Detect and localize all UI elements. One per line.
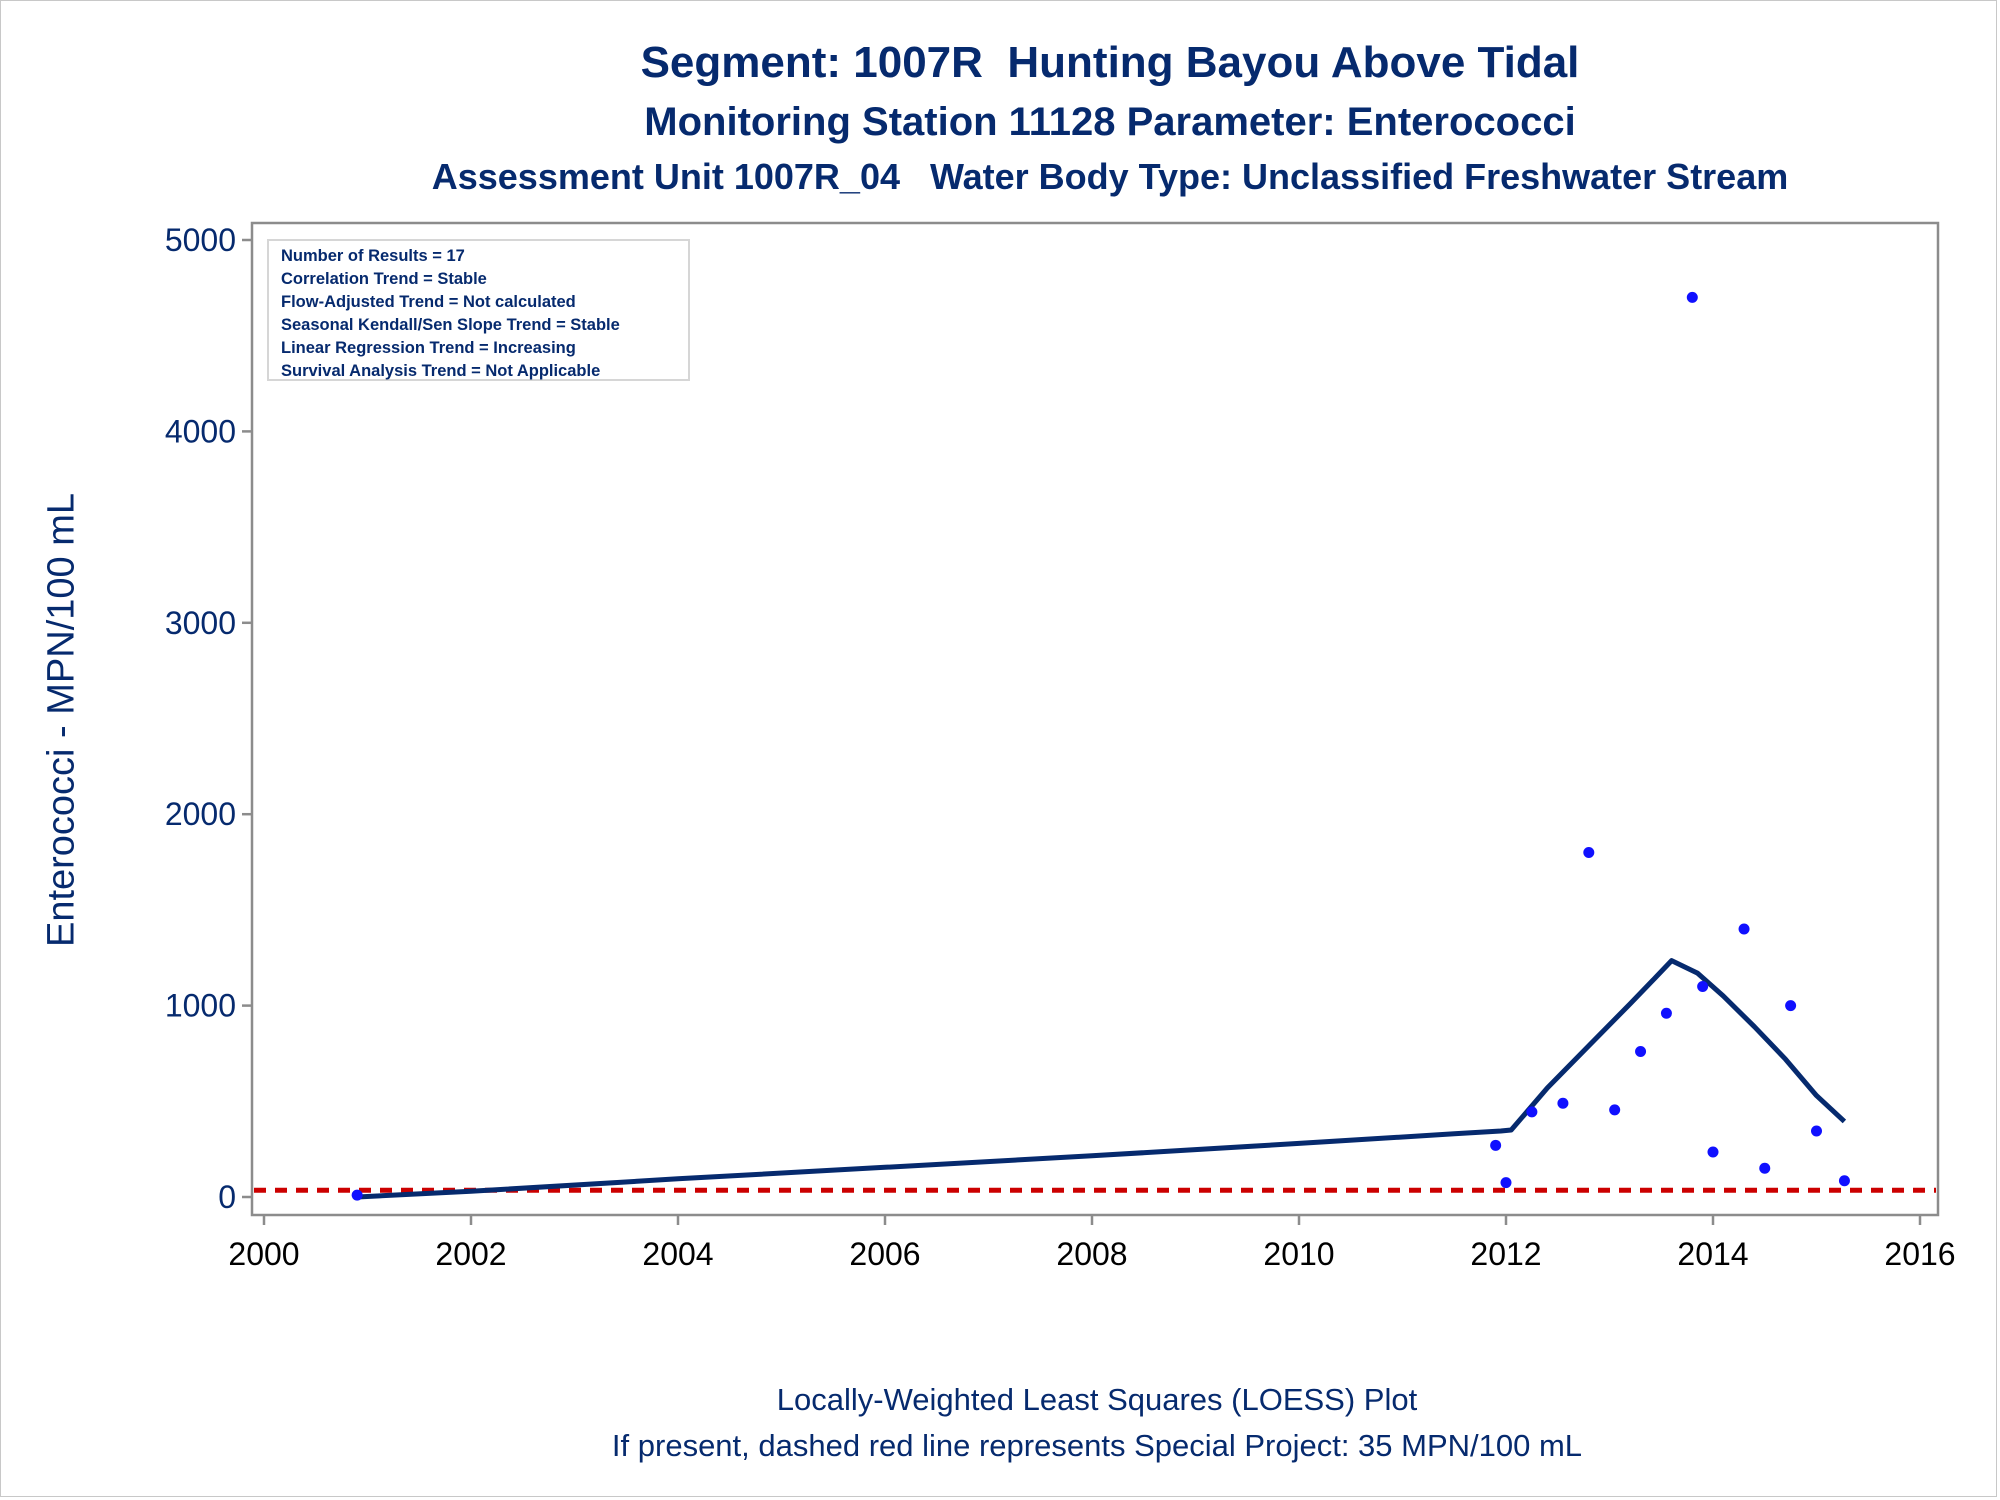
footnote-reference: If present, dashed red line represents S… (611, 1428, 1583, 1463)
y-tick-label: 4000 (165, 413, 236, 449)
x-tick-label: 2014 (1677, 1236, 1748, 1272)
loess-group (357, 958, 1847, 1200)
y-tick-label: 1000 (165, 988, 236, 1024)
stat-survival-analysis: Survival Analysis Trend = Not Applicable (281, 362, 601, 380)
data-point (1838, 1175, 1850, 1187)
chart-subtitle: Monitoring Station 11128 Parameter: Ente… (644, 100, 1576, 144)
data-point (351, 1189, 363, 1201)
y-tick-label: 3000 (165, 605, 236, 641)
trend-stats-box: Number of Results = 17 Correlation Trend… (267, 239, 690, 381)
data-point (1609, 1104, 1621, 1116)
points-group (351, 291, 1850, 1201)
stat-linear-regression: Linear Regression Trend = Increasing (281, 339, 576, 357)
x-tick-label: 2012 (1470, 1236, 1541, 1272)
chart-title: Segment: 1007R Hunting Bayou Above Tidal (640, 38, 1580, 87)
y-tick-label: 0 (218, 1179, 236, 1215)
data-point (1660, 1007, 1672, 1019)
stat-seasonal-kendall: Seasonal Kendall/Sen Slope Trend = Stabl… (281, 316, 620, 334)
chart-subtitle-2: Assessment Unit 1007R_04 Water Body Type… (431, 156, 1789, 197)
stat-correlation-trend: Correlation Trend = Stable (281, 270, 487, 288)
y-tick-label: 2000 (165, 796, 236, 832)
y-tick-label: 5000 (165, 222, 236, 258)
stat-number-of-results: Number of Results = 17 (281, 247, 465, 265)
x-tick-label: 2002 (435, 1236, 506, 1272)
x-tick-label: 2006 (849, 1236, 920, 1272)
plot-border (250, 221, 1940, 1217)
data-point (1557, 1097, 1569, 1109)
stat-flow-adjusted-trend: Flow-Adjusted Trend = Not calculated (281, 293, 576, 311)
loess-curve (357, 958, 1847, 1200)
axes: 0 1000 2000 3000 4000 5000 2000 2002 2004 2006 200… (165, 221, 1956, 1272)
data-point (1500, 1177, 1512, 1189)
footnote-plot-type: Locally-Weighted Least Squares (LOESS) P… (776, 1382, 1418, 1417)
data-point (1583, 846, 1595, 858)
data-point (1785, 1000, 1797, 1012)
x-tick-label: 2000 (228, 1236, 299, 1272)
data-point (1738, 923, 1750, 935)
data-point (1697, 980, 1709, 992)
data-point (1490, 1139, 1502, 1151)
x-tick-label: 2004 (642, 1236, 713, 1272)
data-point (1759, 1162, 1771, 1174)
data-point (1686, 291, 1698, 303)
data-point (1707, 1146, 1719, 1158)
data-point (1635, 1046, 1647, 1058)
x-tick-label: 2010 (1263, 1236, 1334, 1272)
x-tick-label: 2008 (1056, 1236, 1127, 1272)
data-point (1811, 1125, 1822, 1137)
x-tick-label: 2016 (1884, 1236, 1955, 1272)
data-point (1526, 1106, 1538, 1118)
